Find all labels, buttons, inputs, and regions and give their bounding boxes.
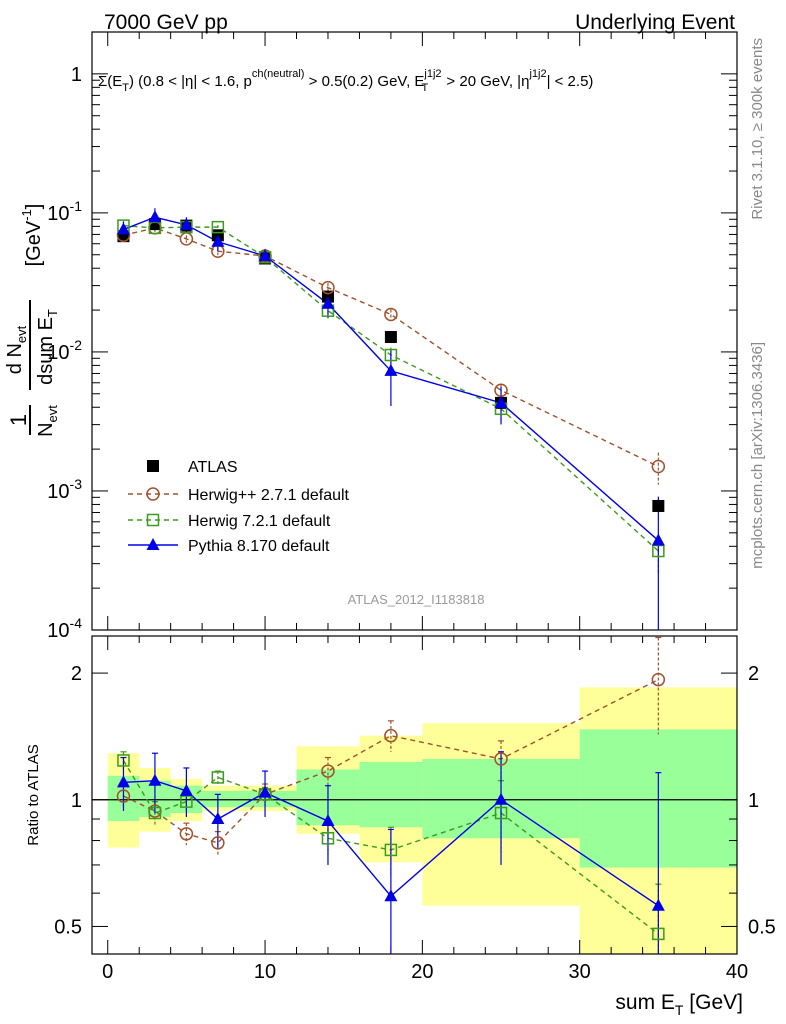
legend-marker-2 xyxy=(146,513,160,527)
main-point-3 xyxy=(494,395,508,408)
ratio-point-2 xyxy=(384,843,398,857)
main-point-2 xyxy=(148,221,162,235)
ratio-y-tick-label: 0.5 xyxy=(54,916,82,938)
svg-text:1: 1 xyxy=(6,414,31,426)
legend-marker-3 xyxy=(146,538,160,550)
main-y-tick-label: 10-3 xyxy=(47,476,82,503)
ratio-point-2 xyxy=(180,795,193,808)
mcplots-label: mcplots.cern.ch [arXiv:1306.3436] xyxy=(749,342,766,569)
header-right: Underlying Event xyxy=(575,11,735,34)
main-point-2 xyxy=(211,220,225,234)
ratio-y-axis-label: Ratio to ATLAS xyxy=(25,744,42,845)
ratio-series-layer xyxy=(116,636,666,954)
main-point-3 xyxy=(651,533,665,546)
legend-label-2: Herwig 7.2.1 default xyxy=(188,513,331,530)
ratio-point-3 xyxy=(494,792,508,805)
ratio-point-3 xyxy=(179,783,193,796)
main-y-tick-label: 10-2 xyxy=(47,337,82,364)
main-y-tick-label: 1 xyxy=(71,64,82,86)
main-line-2 xyxy=(123,224,659,552)
ratio-point-2 xyxy=(117,754,130,767)
main-point-1 xyxy=(384,307,398,322)
legend-label-0: ATLAS xyxy=(188,459,238,476)
ratio-y-tick-label: 1 xyxy=(71,790,82,812)
main-point-1 xyxy=(321,280,335,295)
svg-text:[GeV-1]: [GeV-1] xyxy=(19,204,45,267)
ratio-y-tick-label-right: 2 xyxy=(748,663,759,685)
main-point-3 xyxy=(179,217,193,230)
ratio-point-3 xyxy=(211,812,225,825)
band-stat-6 xyxy=(359,761,423,828)
main-point-3 xyxy=(321,296,335,309)
x-tick-label: 30 xyxy=(569,961,591,983)
ratio-point-3 xyxy=(321,814,335,827)
main-series-layer xyxy=(116,208,666,630)
main-frame xyxy=(91,31,738,631)
svg-text:d Nevt: d Nevt xyxy=(4,325,29,374)
cut-description: Σ(ET) (0.8 < |η| < 1.6, pch(neutral) > 0… xyxy=(98,68,593,94)
main-point-3 xyxy=(211,234,225,247)
main-y-axis-label: 1 Nevt d Nevt dsum ET [GeV-1] xyxy=(4,204,60,437)
ratio-point-2 xyxy=(211,771,225,784)
svg-text:Nevt: Nevt xyxy=(35,405,60,437)
ratio-point-1 xyxy=(211,836,225,850)
main-point-1 xyxy=(651,459,666,474)
legend-marker-1 xyxy=(146,487,160,501)
svg-text:dsum ET: dsum ET xyxy=(35,309,60,385)
x-axis-label: sum ET [GeV] xyxy=(615,991,743,1018)
x-tick-label: 40 xyxy=(726,961,748,983)
axes: 0 10 20 30 40 10-4 10-3 10-2 10-1 1 0.5 0.5 1 1 2 2 xyxy=(47,31,776,983)
x-tick-label: 0 xyxy=(102,961,113,983)
ratio-frame xyxy=(91,635,738,955)
ratio-point-3 xyxy=(384,889,398,902)
ratio-point-1 xyxy=(494,752,508,766)
main-point-3 xyxy=(258,248,272,261)
legend-label-3: Pythia 8.170 default xyxy=(188,538,330,555)
ratio-y-tick-label: 2 xyxy=(71,663,82,685)
main-point-3 xyxy=(148,210,162,223)
x-tick-label: 10 xyxy=(254,961,276,983)
main-line-1 xyxy=(123,227,659,468)
ratio-point-2 xyxy=(148,806,162,820)
legend-label-1: Herwig++ 2.7.1 default xyxy=(188,487,350,504)
ratio-point-3 xyxy=(148,773,162,786)
rivet-version-label: Rivet 3.1.10, ≥ 300k events xyxy=(749,38,766,220)
ratio-point-1 xyxy=(384,728,398,743)
ratio-point-1 xyxy=(179,827,194,841)
ratio-point-1 xyxy=(116,789,131,803)
ratio-point-2 xyxy=(494,806,508,820)
ratio-point-3 xyxy=(258,785,272,798)
main-point-0 xyxy=(652,499,665,512)
main-point-0 xyxy=(384,331,397,344)
ratio-point-2 xyxy=(652,927,665,941)
legend: ATLAS Herwig++ 2.7.1 default Herwig 7.2.1 … xyxy=(128,459,350,555)
ratio-y-tick-label-right: 1 xyxy=(748,790,759,812)
main-y-tick-label: 10-4 xyxy=(47,615,82,642)
ratio-point-1 xyxy=(321,764,335,778)
ratio-point-2 xyxy=(321,832,335,845)
main-point-3 xyxy=(116,222,130,235)
x-tick-label: 20 xyxy=(411,961,433,983)
main-point-0 xyxy=(117,230,130,243)
ratio-point-1 xyxy=(651,672,666,687)
analysis-watermark: ATLAS_2012_I1183818 xyxy=(348,592,485,607)
main-point-2 xyxy=(384,348,398,362)
main-y-tick-label: 10-1 xyxy=(47,198,82,225)
ratio-point-3 xyxy=(116,775,130,788)
ratio-point-3 xyxy=(651,898,665,911)
legend-marker-0 xyxy=(147,460,159,472)
ratio-y-tick-label-right: 0.5 xyxy=(748,916,776,938)
header-left: 7000 GeV pp xyxy=(104,11,228,34)
main-point-3 xyxy=(384,363,398,376)
